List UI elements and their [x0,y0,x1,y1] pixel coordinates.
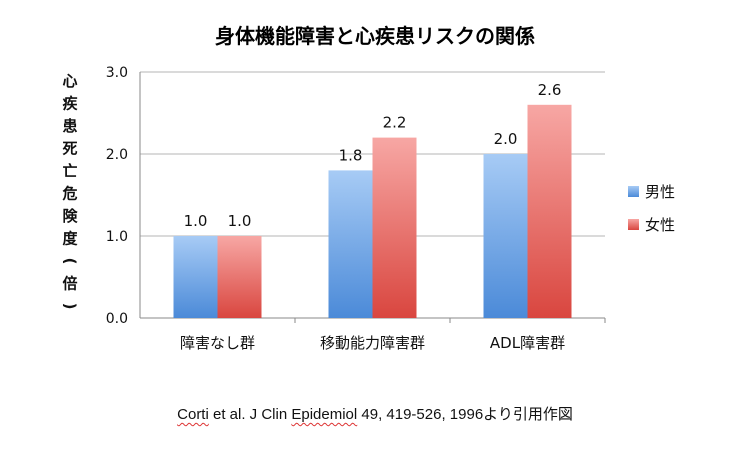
y-tick-label: 1.0 [106,229,128,245]
y-axis-label-char: 亡 [62,162,77,180]
y-axis-label-char: 危 [62,185,77,203]
chart-title: 身体機能障害と心疾患リスクの関係 [215,24,535,48]
y-axis-label-char: 度 [62,230,78,248]
y-axis-label-char: 死 [62,140,77,158]
data-label: 1.0 [184,212,208,230]
y-axis-label-char: 倍 [62,275,77,293]
bar-male [173,236,218,318]
x-category-labels: 障害なし群 移動能力障害群 ADL障害群 [180,334,565,352]
y-axis-label-char: 疾 [62,95,78,113]
legend-label: 男性 [645,183,675,201]
y-axis-label-char: 心 [62,72,77,90]
data-label: 1.0 [228,212,252,230]
bar-female [527,104,572,318]
bar-male [483,154,528,318]
source-caption: Corti et al. J Clin Epidemiol 49, 419-52… [0,403,750,424]
bar-male [328,170,373,318]
caption-middle: et al. J Clin [208,406,292,423]
y-tick-labels: 0.0 1.0 2.0 3.0 [106,65,128,327]
data-label: 2.6 [538,81,562,99]
data-label: 1.8 [339,146,363,164]
legend-swatch-female [628,219,639,230]
y-tick-label: 0.0 [106,311,128,327]
bar-female [217,236,262,318]
bars [173,104,572,318]
caption-author: Corti [177,406,209,423]
legend-swatch-male [628,186,639,197]
y-axis-label-char: 険 [62,207,78,225]
data-label: 2.0 [494,130,518,148]
y-axis-label-char: ( [61,258,79,265]
x-category-label: ADL障害群 [490,334,565,352]
caption-journal: Epidemiol [291,406,358,423]
bar-female [372,137,417,318]
y-tick-label: 3.0 [106,65,128,81]
data-labels: 1.0 1.0 1.8 2.2 2.0 2.6 [184,81,562,230]
y-tick-label: 2.0 [106,147,128,163]
legend-label: 女性 [645,216,675,234]
data-label: 2.2 [383,114,407,132]
x-category-label: 障害なし群 [180,334,255,352]
y-axis-label-char: ) [61,303,79,310]
x-category-label: 移動能力障害群 [320,334,425,352]
caption-suffix: 49, 419-526, 1996より引用作図 [357,406,573,423]
y-axis-label-char: 患 [62,117,77,135]
